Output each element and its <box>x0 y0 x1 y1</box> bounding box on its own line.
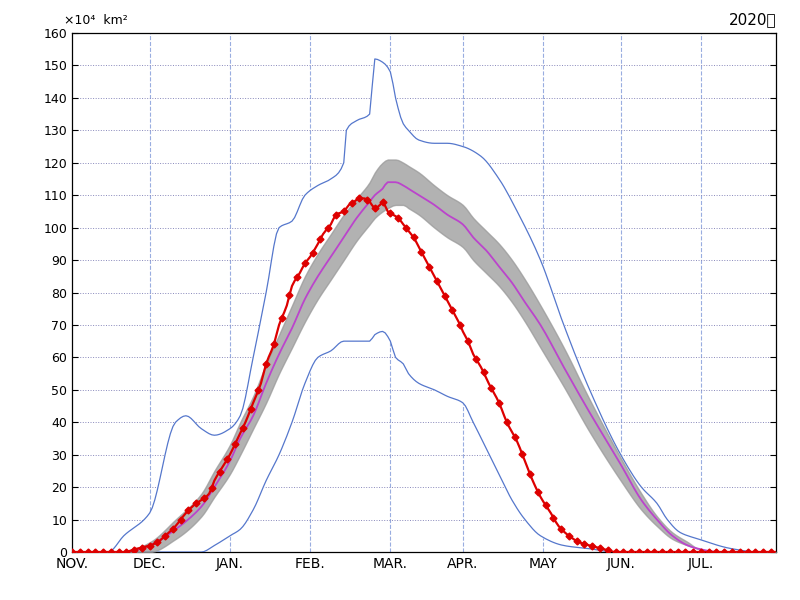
Text: ×10⁴  km²: ×10⁴ km² <box>64 14 128 27</box>
Text: 2020年: 2020年 <box>728 12 776 27</box>
